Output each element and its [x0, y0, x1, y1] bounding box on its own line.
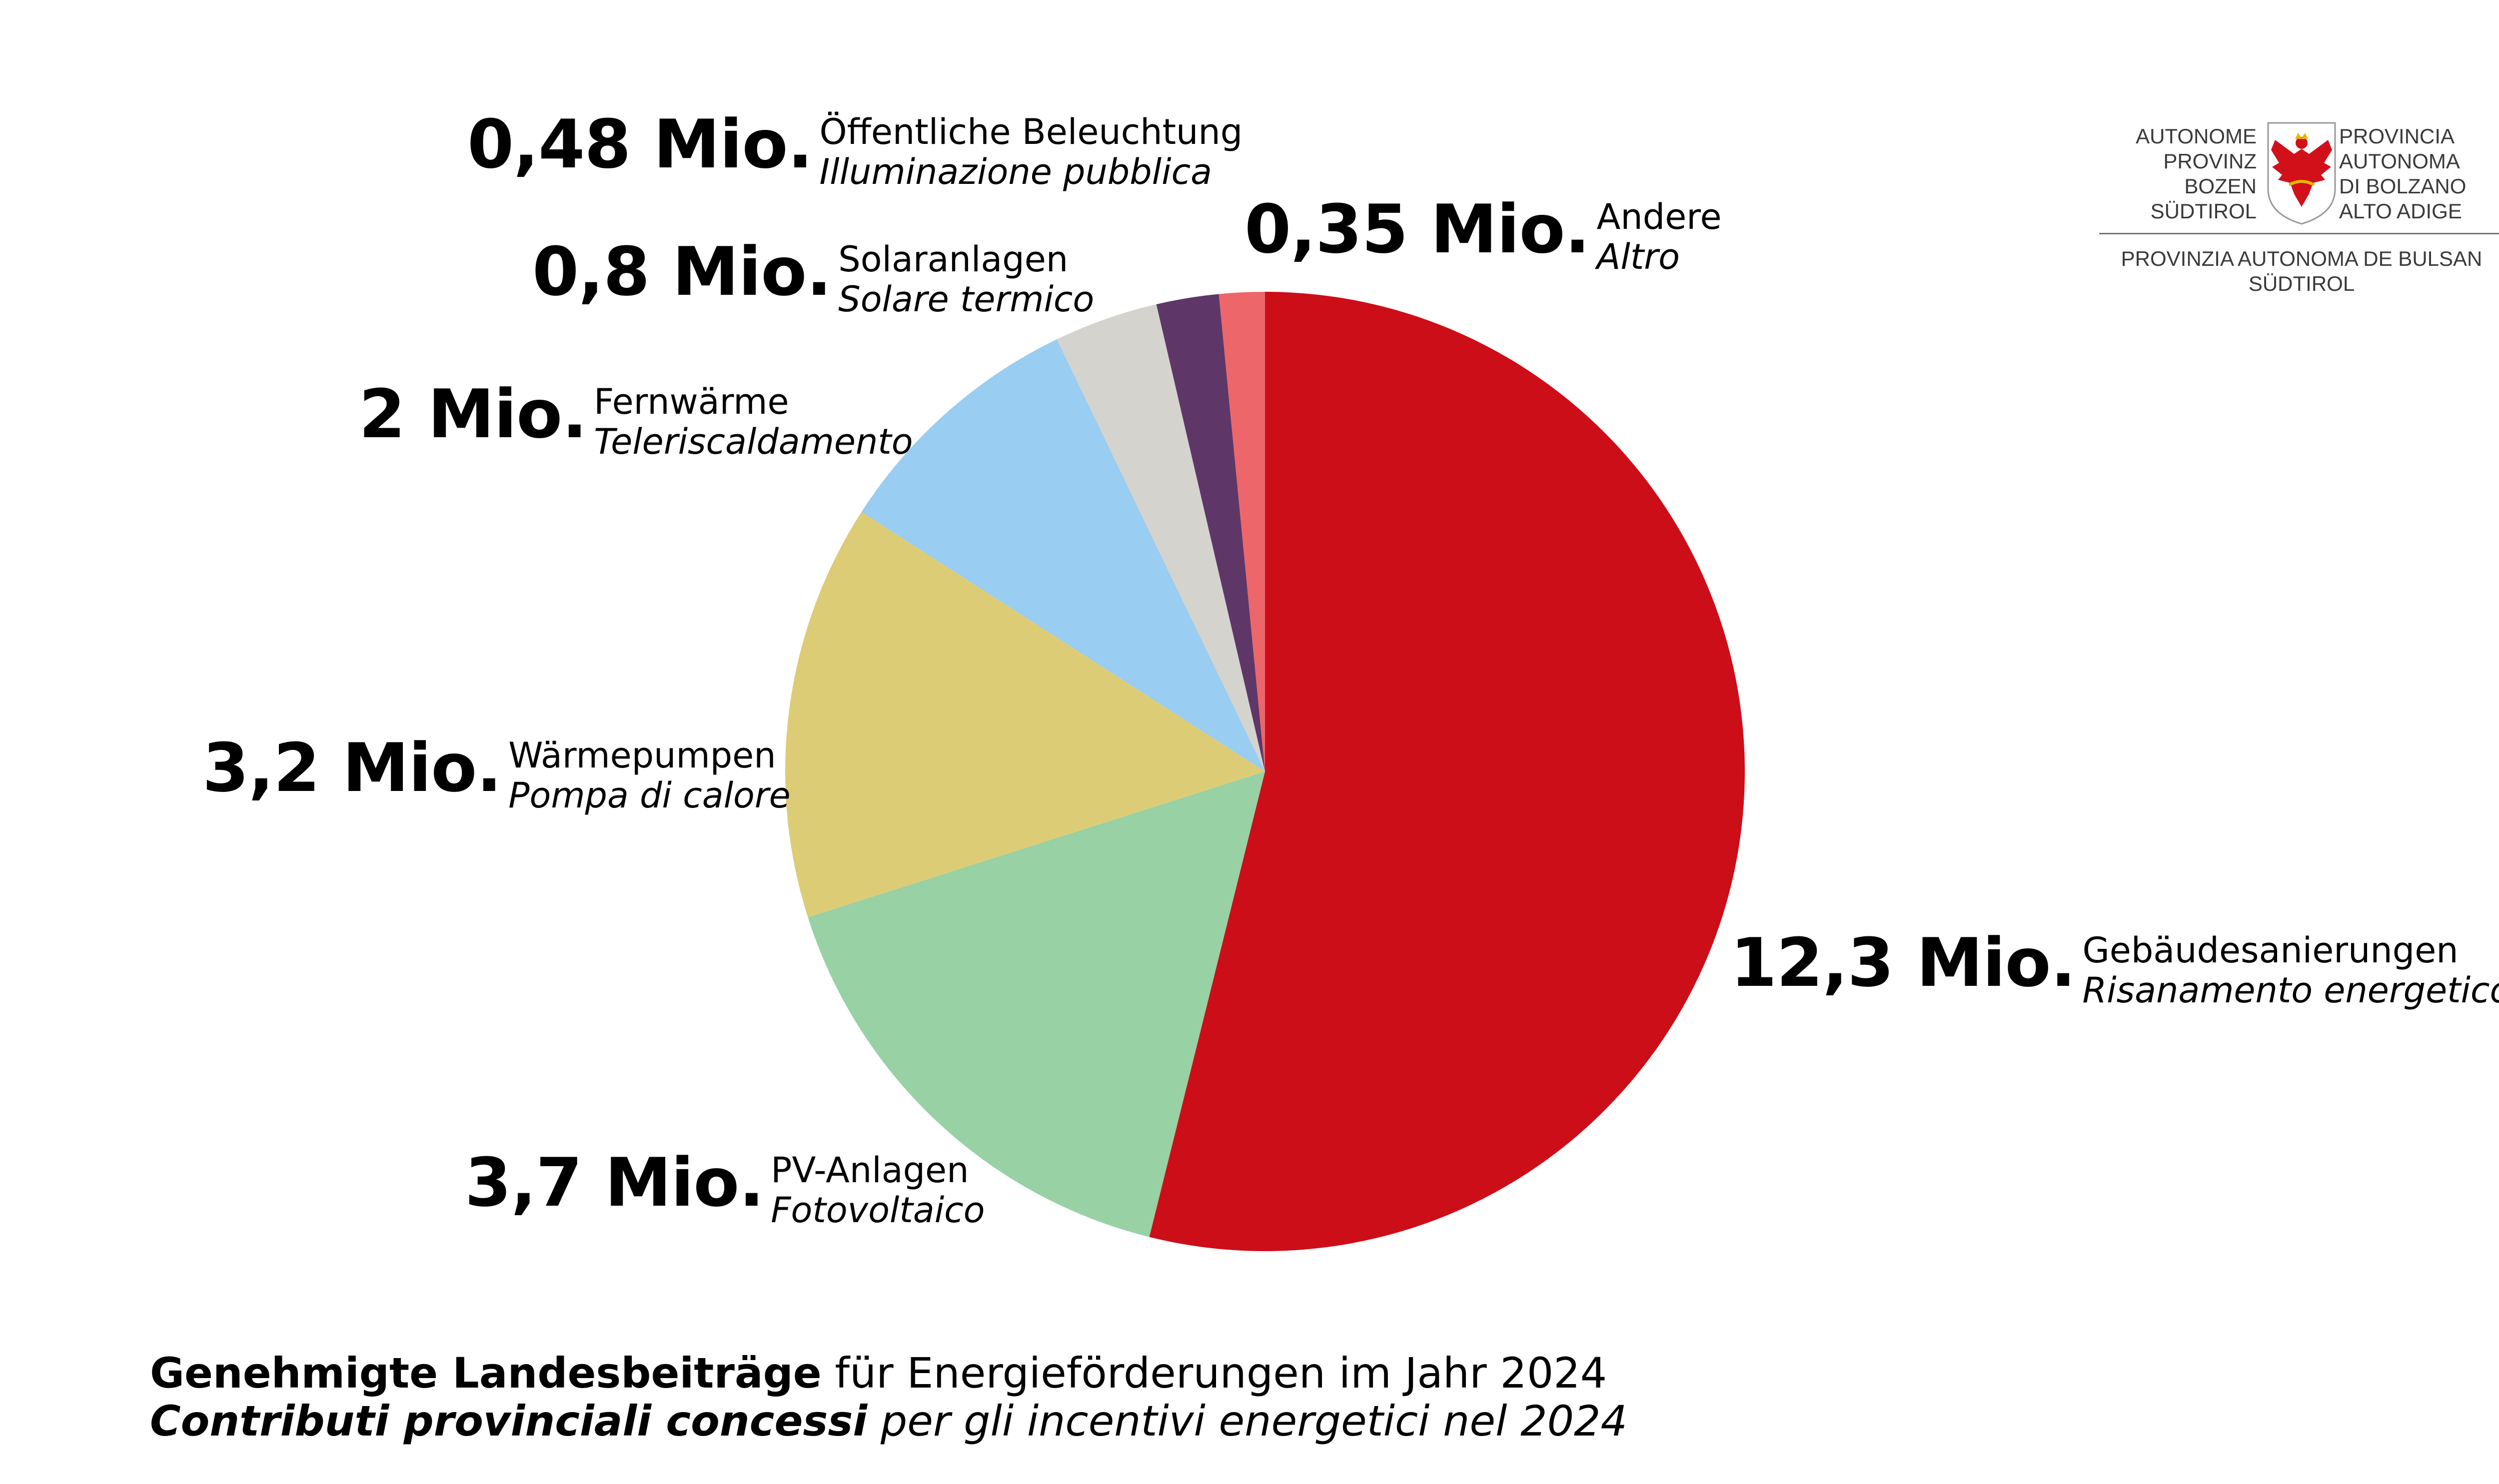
pie-slice-pv-anlagen: [808, 771, 1265, 1237]
chart-caption: Genehmigte Landesbeiträge für Energieför…: [150, 1349, 1627, 1445]
caption-italian-rest: per gli incentivi energetici nel 2024: [867, 1397, 1627, 1446]
caption-german: Genehmigte Landesbeiträge für Energieför…: [150, 1349, 1627, 1397]
slice-value: 3,2 Mio.: [202, 729, 502, 807]
caption-german-rest: für Energieförderungen im Jahr 2024: [821, 1349, 1607, 1398]
slice-name-it: Pompa di calore: [508, 775, 791, 816]
slice-name-de: Fernwärme: [594, 381, 789, 422]
slice-label-solaranlagen: 0,8 Mio. Solaranlagen Solare termico: [532, 238, 1094, 319]
caption-italian: Contributi provinciali concessi per gli …: [150, 1397, 1627, 1445]
slice-name-de: Öffentliche Beleuchtung: [819, 111, 1243, 152]
slice-name-it: Risanamento energetico: [2082, 970, 2499, 1011]
slice-name-de: Gebäudesanierungen: [2082, 930, 2459, 971]
slice-value: 2 Mio.: [359, 375, 587, 453]
logo-german-name: AUTONOME PROVINZ BOZEN SÜDTIROL: [2094, 124, 2257, 224]
logo-text-line: AUTONOME: [2136, 124, 2257, 148]
slice-name-de: Solaranlagen: [838, 239, 1069, 280]
slice-value: 3,7 Mio.: [465, 1144, 764, 1222]
slice-label-gebaeudesanierungen: 12,3 Mio. Gebäudesanierungen Risanamento e…: [1730, 929, 2499, 1010]
pie-slice-waermepumpen: [785, 512, 1265, 917]
pie-slice-solaranlagen: [1057, 304, 1265, 771]
slice-name-it: Illuminazione pubblica: [819, 151, 1212, 192]
slice-name-it: Teleriscaldamento: [594, 421, 913, 462]
slice-value: 0,35 Mio.: [1245, 190, 1590, 268]
logo-text-line: AUTONOMA: [2339, 149, 2460, 173]
slice-value: 0,48 Mio.: [467, 105, 813, 183]
slice-value: 12,3 Mio.: [1730, 924, 2076, 1002]
slice-label-pv-anlagen: 3,7 Mio. PV-Anlagen Fotovoltaico: [465, 1149, 985, 1230]
eagle-crest-icon: [2267, 122, 2336, 225]
pie-slice-oeffentliche-beleuchtung: [1156, 294, 1265, 771]
logo-italian-name: PROVINCIA AUTONOMA DI BOLZANO ALTO ADIGE: [2339, 124, 2499, 224]
slice-name-it: Solare termico: [838, 279, 1095, 320]
caption-italian-bold: Contributi provinciali concessi: [150, 1397, 868, 1446]
caption-german-bold: Genehmigte Landesbeiträge: [150, 1349, 822, 1398]
logo-text-line: PROVINCIA: [2339, 124, 2455, 148]
slice-name-de: Wärmepumpen: [508, 735, 776, 776]
logo-text-line: ALTO ADIGE: [2339, 199, 2462, 223]
pie-slice-andere: [1219, 292, 1265, 771]
logo-text-line: SÜDTIROL: [2248, 272, 2355, 295]
pie-slice-fernwaerme: [861, 339, 1265, 771]
slice-name-it: Altro: [1596, 236, 1680, 277]
logo-text-line: DI BOLZANO: [2339, 174, 2467, 198]
logo-text-line: PROVINZIA AUTONOMA DE BULSAN: [2121, 247, 2483, 270]
pie-slice-gebaeudesanierungen: [1149, 292, 1745, 1251]
logo-divider: [2099, 233, 2499, 234]
slice-name-de: PV-Anlagen: [771, 1150, 969, 1191]
slice-name-it: Fotovoltaico: [771, 1190, 985, 1231]
slice-label-oeffentliche-beleuchtung: 0,48 Mio. Öffentliche Beleuchtung Illumina…: [467, 111, 1243, 192]
logo-ladin-name: PROVINZIA AUTONOMA DE BULSAN SÜDTIROL: [2094, 246, 2499, 296]
slice-value: 0,8 Mio.: [532, 233, 832, 311]
slice-name-de: Andere: [1596, 196, 1722, 237]
logo-text-line: PROVINZ: [2163, 149, 2257, 173]
logo-text-line: BOZEN: [2184, 174, 2257, 198]
logo-text-line: SÜDTIROL: [2150, 199, 2257, 223]
slice-label-fernwaerme: 2 Mio. Fernwärme Teleriscaldamento: [359, 381, 913, 462]
slice-label-waermepumpen: 3,2 Mio. Wärmepumpen Pompa di calore: [202, 735, 791, 815]
province-logo: AUTONOME PROVINZ BOZEN SÜDTIROL PROVINCI…: [2094, 119, 2499, 309]
slice-label-andere: 0,35 Mio. Andere Altro: [1245, 196, 1722, 277]
